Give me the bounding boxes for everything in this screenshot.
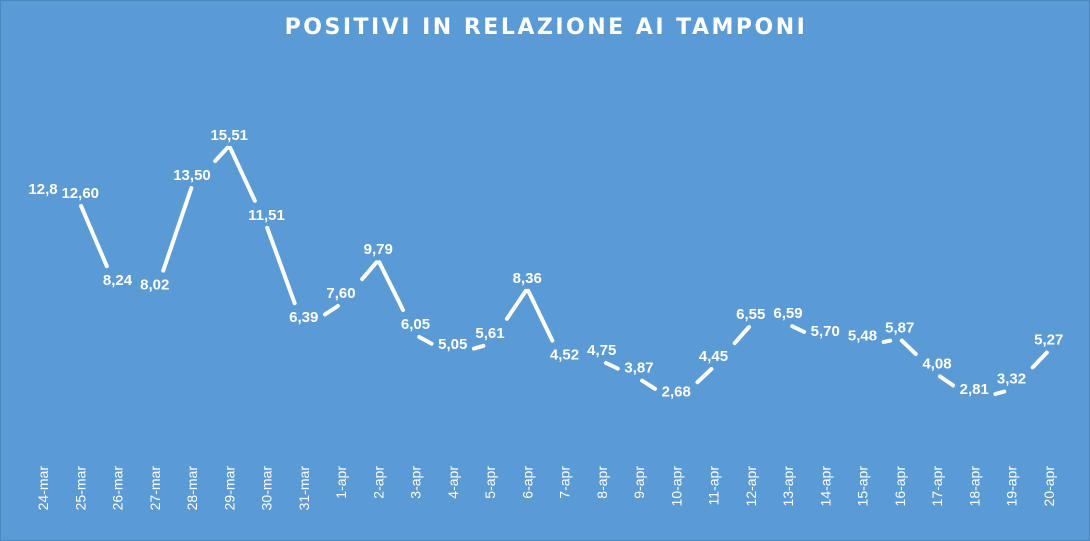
data-label-20-apr: 5,27 (1034, 332, 1063, 349)
x-tick-1-apr: 1-apr (333, 466, 349, 499)
data-label-8-apr: 4,75 (587, 342, 616, 359)
data-label-15-apr: 5,48 (848, 327, 877, 344)
series-segment-13-apr-14-apr (790, 324, 807, 334)
x-tick-24-mar: 24-mar (35, 466, 51, 511)
x-tick-6-apr: 6-apr (519, 466, 535, 499)
data-label-18-apr: 2,81 (960, 381, 989, 398)
x-tick-29-mar: 29-mar (221, 466, 237, 511)
series-line (79, 145, 1049, 396)
x-axis-ticks: 24-mar 25-mar 26-mar 27-mar 28-mar 29-mar 30-m… (35, 466, 1057, 511)
series-segment-28-mar-29-mar (213, 145, 230, 163)
series-segment-30-mar-31-mar (265, 225, 297, 306)
data-label-14-apr: 5,70 (811, 323, 840, 340)
x-tick-30-mar: 30-mar (259, 466, 275, 511)
chart-title: POSITIVI IN RELAZIONE AI TAMPONI (284, 15, 808, 40)
data-label-6-apr: 8,36 (513, 270, 542, 287)
x-tick-9-apr: 9-apr (631, 466, 647, 499)
x-tick-27-mar: 27-mar (147, 466, 163, 511)
data-label-17-apr: 4,08 (922, 355, 951, 372)
data-label-9-apr: 3,87 (624, 360, 653, 377)
x-tick-12-apr: 12-apr (743, 466, 759, 507)
x-tick-13-apr: 13-apr (780, 466, 796, 507)
x-tick-7-apr: 7-apr (557, 466, 573, 499)
data-label-24-mar: 12,8 (28, 181, 57, 198)
data-label-19-apr: 3,32 (997, 371, 1026, 388)
data-label-27-mar: 8,02 (140, 277, 169, 294)
data-label-2-apr: 9,79 (364, 241, 393, 258)
x-tick-14-apr: 14-apr (817, 466, 833, 507)
data-label-25-mar: 12,60 (61, 185, 99, 202)
series-segment-29-mar-30-mar (228, 145, 257, 203)
series-segment-18-apr-19-apr (993, 389, 1007, 396)
x-tick-5-apr: 5-apr (482, 466, 498, 499)
x-tick-4-apr: 4-apr (445, 466, 461, 499)
series-segment-10-apr-11-apr (695, 367, 714, 385)
x-tick-3-apr: 3-apr (408, 466, 424, 499)
series-segment-27-mar-28-mar (161, 186, 194, 273)
data-label-29-mar: 15,51 (210, 127, 248, 144)
series-segment-1-apr-2-apr (360, 260, 379, 282)
x-tick-2-apr: 2-apr (370, 466, 386, 499)
data-label-31-mar: 6,39 (289, 309, 318, 326)
series-segment-19-apr-20-apr (1030, 350, 1049, 370)
x-tick-10-apr: 10-apr (668, 466, 684, 507)
data-label-1-apr: 7,60 (326, 285, 355, 302)
series-segment-25-mar-26-mar (79, 204, 109, 269)
x-tick-8-apr: 8-apr (594, 466, 610, 499)
x-tick-18-apr: 18-apr (966, 466, 982, 507)
x-tick-25-mar: 25-mar (72, 466, 88, 511)
data-label-11-apr: 4,45 (699, 348, 728, 365)
series-segment-4-apr-5-apr (471, 343, 486, 351)
data-label-30-mar: 11,51 (248, 207, 285, 224)
data-label-4-apr: 5,05 (438, 336, 467, 353)
data-label-7-apr: 4,52 (550, 347, 579, 364)
x-tick-15-apr: 15-apr (855, 466, 871, 507)
x-tick-16-apr: 16-apr (892, 466, 908, 507)
series-segment-31-mar-1-apr (322, 304, 340, 317)
series-segment-2-apr-3-apr (377, 260, 406, 312)
series-segment-8-apr-9-apr (603, 361, 620, 371)
series-segment-15-apr-16-apr (881, 338, 893, 344)
series-segment-5-apr-6-apr (504, 288, 528, 321)
data-label-28-mar: 13,50 (173, 167, 211, 184)
series-segment-9-apr-10-apr (640, 378, 658, 391)
series-segment-17-apr-18-apr (937, 374, 956, 388)
x-tick-17-apr: 17-apr (929, 466, 945, 507)
x-tick-28-mar: 28-mar (184, 466, 200, 511)
data-label-16-apr: 5,87 (885, 320, 914, 337)
series-segment-3-apr-4-apr (417, 335, 434, 346)
data-label-5-apr: 5,61 (475, 325, 504, 342)
x-tick-31-mar: 31-mar (296, 466, 312, 511)
x-tick-20-apr: 20-apr (1041, 466, 1057, 507)
drop-lines (42, 145, 1050, 456)
data-label-3-apr: 6,05 (401, 316, 430, 333)
series-segment-11-apr-12-apr (732, 325, 751, 346)
data-label-12-apr: 6,55 (736, 306, 765, 323)
x-tick-19-apr: 19-apr (1004, 466, 1020, 507)
x-tick-26-mar: 26-mar (110, 466, 126, 511)
x-tick-11-apr: 11-apr (706, 466, 722, 506)
series-segment-6-apr-7-apr (526, 288, 555, 343)
data-label-26-mar: 8,24 (103, 272, 133, 289)
data-label-10-apr: 2,68 (662, 383, 691, 400)
series-segment-16-apr-17-apr (899, 338, 918, 357)
data-label-13-apr: 6,59 (773, 305, 802, 322)
data-labels: 12,8 12,60 8,24 8,02 13,50 15,51 11,51 6,39 7,60… (28, 127, 1063, 401)
